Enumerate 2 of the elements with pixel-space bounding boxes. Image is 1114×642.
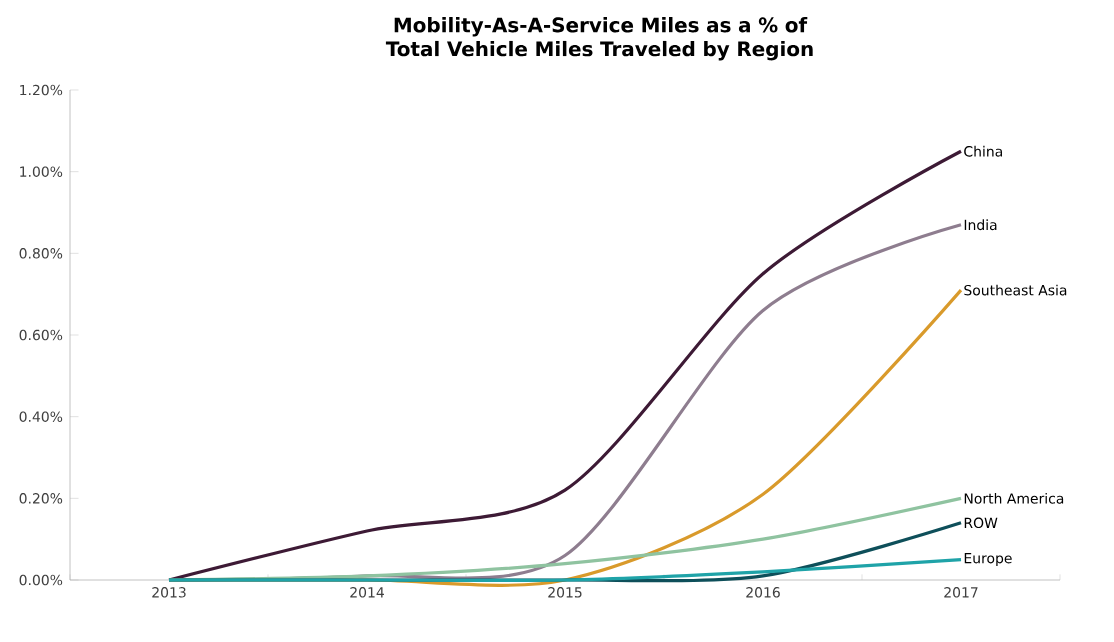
line-series [167, 149, 963, 582]
chart-title: Mobility-As-A-Service Miles as a % of Total Vehicle Miles Traveled by Region [385, 17, 813, 61]
